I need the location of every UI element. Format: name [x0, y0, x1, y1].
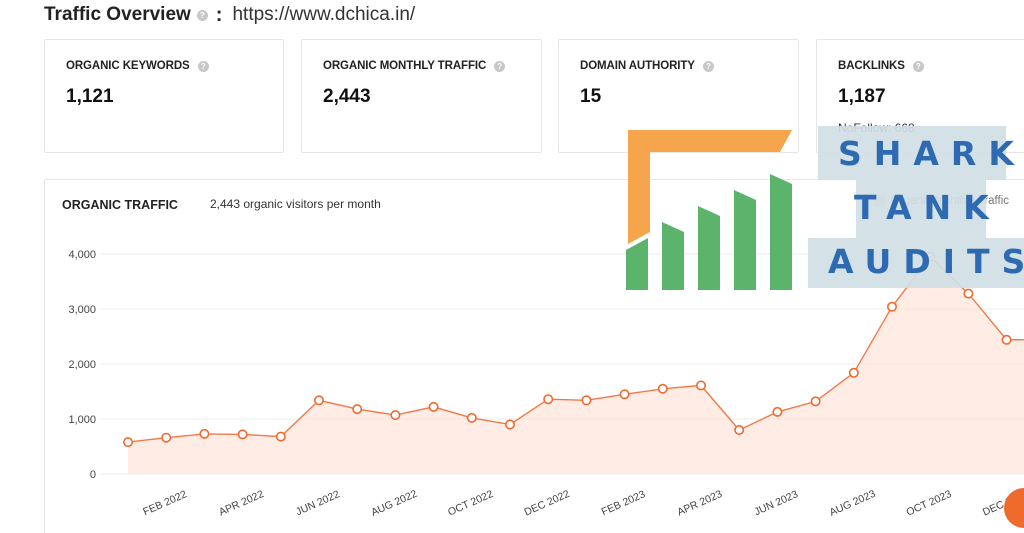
y-tick-label: 1,000 [68, 414, 96, 426]
organic-monthly-traffic-value: 2,443 [323, 86, 371, 107]
data-point[interactable] [963, 288, 974, 299]
help-icon[interactable]: ? [197, 60, 209, 72]
data-point[interactable] [581, 395, 592, 406]
x-tick-label: OCT 2023 [905, 488, 954, 519]
x-tick-label: FEB 2022 [141, 488, 189, 518]
traffic-points [123, 251, 1012, 448]
help-icon[interactable]: ? [494, 60, 506, 72]
brand-word-audits: AUDITS [828, 242, 1024, 281]
domain-authority-value: 15 [580, 86, 602, 107]
organic-monthly-traffic-label: ORGANIC MONTHLY TRAFFIC [323, 60, 487, 72]
chart-title: ORGANIC TRAFFIC [62, 198, 178, 212]
page-title: Traffic Overview [44, 4, 191, 25]
y-tick-label: 3,000 [68, 304, 96, 316]
traffic-area [128, 256, 1024, 474]
chat-launcher-button[interactable] [1004, 488, 1024, 528]
domain-url: https://www.dchica.in/ [232, 4, 416, 25]
brand-word-shark: SHARK [838, 134, 1024, 173]
page-header: Traffic Overview ? : https://www.dchica.… [44, 2, 415, 28]
x-tick-label: AUG 2022 [369, 488, 419, 519]
help-icon[interactable]: ? [912, 60, 924, 72]
data-point[interactable] [695, 380, 706, 391]
logo-mark [626, 130, 792, 290]
x-tick-label: JUN 2023 [752, 488, 800, 518]
data-point[interactable] [313, 395, 324, 406]
brand-box-2 [856, 180, 986, 238]
data-point[interactable] [428, 401, 439, 412]
help-icon[interactable]: ? [702, 60, 714, 72]
y-tick-label: 4,000 [68, 249, 96, 261]
data-point[interactable] [352, 404, 363, 415]
data-point[interactable] [543, 394, 554, 405]
organic-keywords-card: ORGANIC KEYWORDS ? 1,121 [44, 39, 284, 153]
data-point[interactable] [619, 389, 630, 400]
data-point[interactable] [734, 424, 745, 435]
data-point[interactable] [810, 396, 821, 407]
y-tick-label: 2,000 [68, 359, 96, 371]
x-tick-label: APR 2023 [675, 488, 724, 518]
organic-keywords-label: ORGANIC KEYWORDS [66, 60, 190, 72]
y-tick-label: 0 [90, 469, 96, 481]
x-tick-label: FEB 2023 [600, 488, 648, 518]
x-tick-label: OCT 2022 [446, 488, 495, 519]
chart-subtitle: 2,443 organic visitors per month [210, 197, 381, 211]
backlinks-value: 1,187 [838, 86, 886, 107]
x-tick-label: AUG 2023 [828, 488, 878, 519]
y-axis-ticks: 0 1,000 2,000 3,000 4,000 [68, 249, 96, 481]
data-point[interactable] [390, 410, 401, 421]
data-point[interactable] [886, 301, 897, 312]
data-point[interactable] [123, 437, 134, 448]
data-point[interactable] [772, 406, 783, 417]
organic-monthly-traffic-card: ORGANIC MONTHLY TRAFFIC ? 2,443 [301, 39, 542, 153]
shark-tank-audits-logo: SHARK TANK AUDITS [618, 126, 1024, 296]
title-separator: : [215, 3, 223, 26]
x-tick-label: APR 2022 [217, 488, 266, 518]
data-point[interactable] [237, 429, 248, 440]
organic-keywords-value: 1,121 [66, 86, 114, 107]
help-icon[interactable]: ? [196, 9, 208, 21]
data-point[interactable] [848, 367, 859, 378]
brand-box-1 [818, 126, 1006, 180]
data-point[interactable] [1001, 334, 1012, 345]
x-tick-label: DEC 2022 [522, 488, 571, 519]
data-point[interactable] [466, 412, 477, 423]
data-point[interactable] [199, 428, 210, 439]
data-point[interactable] [275, 431, 286, 442]
data-point[interactable] [504, 419, 515, 430]
data-point[interactable] [657, 383, 668, 394]
backlinks-label: BACKLINKS [838, 60, 905, 72]
x-axis-ticks: FEB 2022 APR 2022 JUN 2022 AUG 2022 OCT 2022… [141, 488, 1024, 519]
domain-authority-label: DOMAIN AUTHORITY [580, 60, 695, 72]
data-point[interactable] [161, 432, 172, 443]
brand-box-3 [808, 238, 1024, 288]
x-tick-label: JUN 2022 [294, 488, 342, 518]
brand-word-tank: TANK [854, 188, 1001, 227]
